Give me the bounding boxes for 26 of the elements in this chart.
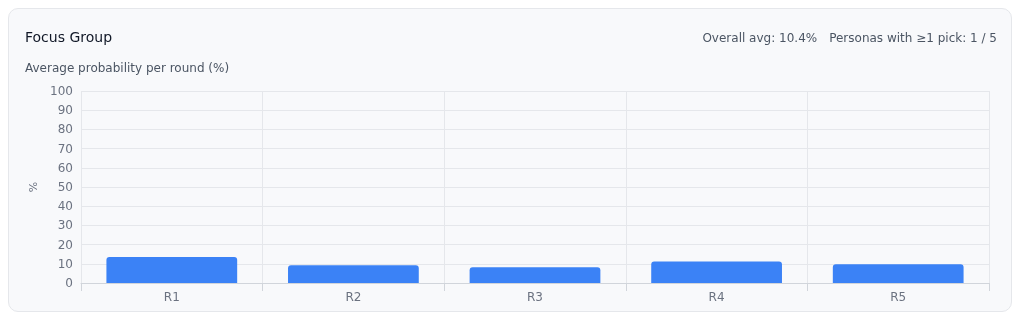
y-tick-label: 60 (57, 160, 73, 175)
x-tick-label: R4 (708, 290, 725, 304)
y-tick-label: 40 (57, 199, 73, 214)
y-tick-label: 90 (57, 103, 73, 118)
y-tick-label: 100 (50, 84, 73, 98)
text: Personas with ≥1 pick: 1 / 5 (829, 31, 997, 45)
chart-subtitle: Average probability per round (%) (25, 61, 230, 75)
y-tick-label: 0 (65, 276, 73, 290)
chart-title: Focus Group (25, 29, 113, 45)
bar (288, 265, 419, 283)
x-tick-label: R3 (527, 290, 543, 304)
text: Overall avg: 10.4% (702, 31, 818, 45)
bar (651, 261, 782, 283)
x-tick-label: R5 (890, 290, 907, 304)
y-tick-label: 30 (57, 218, 73, 233)
y-axis-title: % (27, 181, 41, 193)
x-tick-label: R1 (163, 290, 180, 304)
y-tick-label: 20 (57, 237, 73, 252)
x-tick-label: R2 (345, 290, 362, 304)
bar (106, 257, 238, 283)
y-tick-label: 70 (57, 141, 73, 156)
y-tick-label: 80 (57, 122, 73, 137)
y-tick-label: 10 (57, 256, 73, 271)
y-tick-label: 50 (57, 180, 73, 194)
bar (832, 264, 964, 283)
bar (469, 267, 601, 283)
